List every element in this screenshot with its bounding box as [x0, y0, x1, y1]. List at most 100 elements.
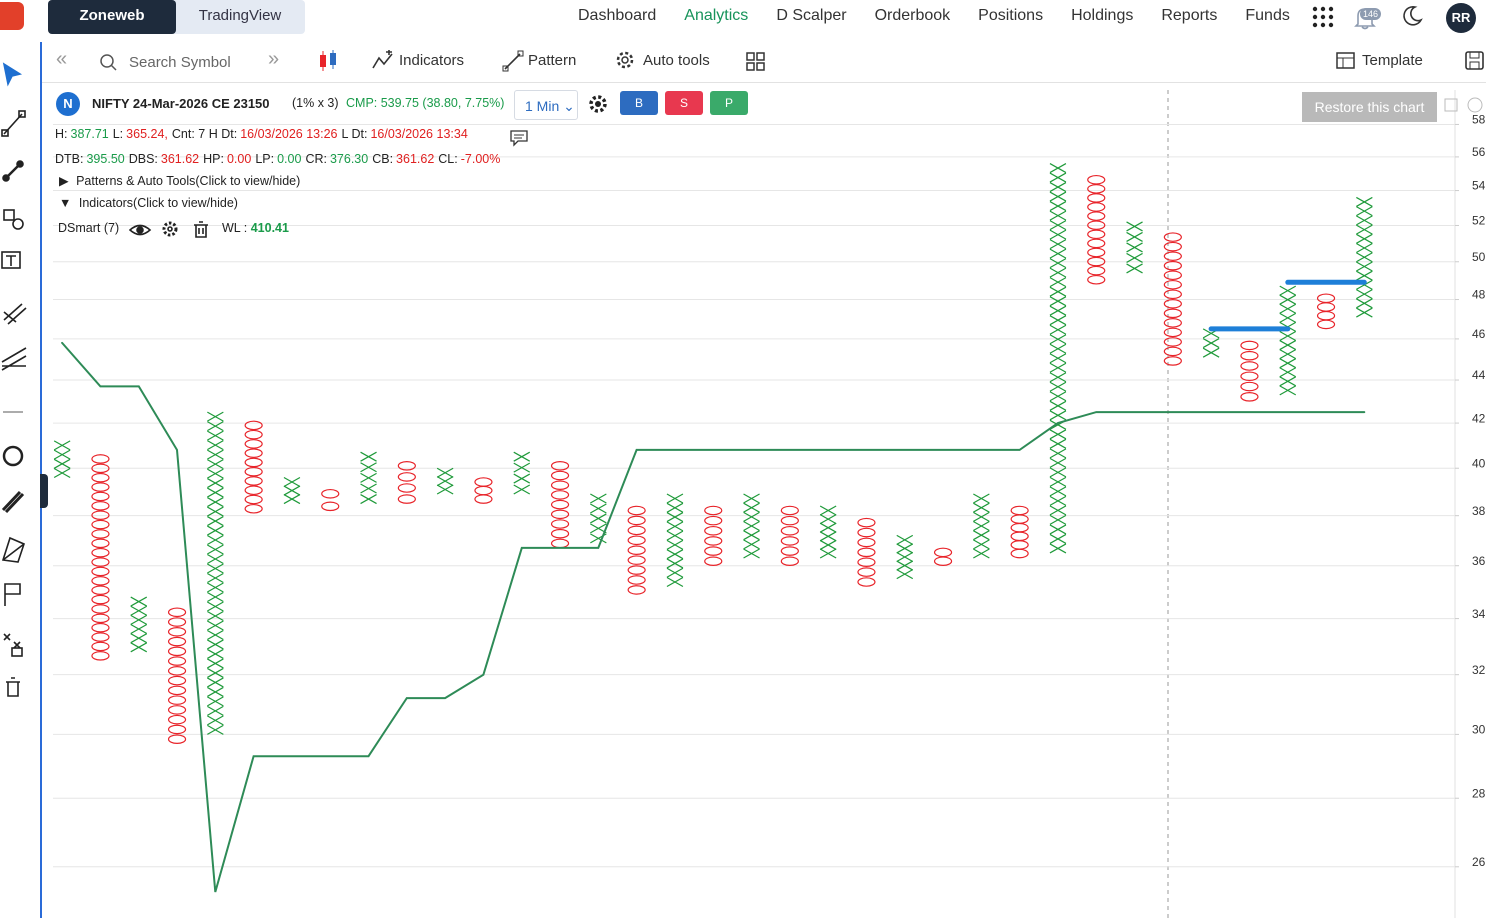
indicators-button[interactable]: Indicators	[399, 52, 465, 69]
o-box	[167, 705, 187, 715]
layout-icon[interactable]	[746, 52, 766, 72]
interval-select[interactable]: 1 Min ⌄	[514, 90, 578, 120]
o-box	[167, 695, 187, 705]
nav-link[interactable]: Holdings	[1071, 7, 1134, 24]
stat-value: 365.24,	[126, 127, 168, 141]
o-box	[167, 617, 187, 627]
projection-tool[interactable]	[1, 536, 25, 563]
o-box	[91, 547, 110, 558]
tab[interactable]: Zoneweb	[48, 0, 176, 34]
shape-tool[interactable]	[3, 209, 15, 221]
nav-link[interactable]: Funds	[1245, 7, 1290, 24]
tab[interactable]: TradingView	[198, 7, 282, 24]
text-tool[interactable]	[1, 251, 21, 269]
o-box	[780, 536, 799, 546]
x-box	[207, 430, 224, 441]
x-box	[53, 440, 71, 451]
indicators-toggle[interactable]: ▼ Indicators(Click to view/hide)	[59, 196, 238, 210]
gear-icon[interactable]	[162, 221, 178, 237]
x-column	[896, 534, 914, 580]
x-box	[207, 553, 224, 565]
o-box	[1087, 247, 1106, 258]
settings-icon[interactable]	[588, 94, 608, 114]
nav-link[interactable]: Positions	[978, 7, 1044, 24]
channel-tool[interactable]	[1, 347, 27, 371]
stat-value: -7.00%	[460, 152, 501, 166]
x-column	[283, 476, 301, 505]
pnf-tool[interactable]	[3, 633, 21, 649]
collapse-icon[interactable]: «	[56, 48, 68, 70]
x-box	[207, 440, 224, 451]
comment-icon[interactable]	[509, 129, 529, 147]
o-box	[704, 525, 723, 536]
symbol-badge: N	[56, 92, 80, 116]
x-column	[53, 440, 71, 479]
buy-button[interactable]: B	[620, 91, 658, 115]
x-box	[130, 624, 148, 635]
x-box	[1049, 343, 1067, 354]
o-box	[91, 641, 110, 652]
x-box	[1356, 224, 1373, 235]
x-box	[1356, 261, 1373, 272]
nav-link[interactable]: Dashboard	[578, 7, 657, 24]
pointer-tool[interactable]	[2, 62, 23, 87]
o-column	[550, 461, 570, 549]
nav-link[interactable]: Orderbook	[874, 7, 951, 24]
trash-icon[interactable]	[194, 221, 208, 238]
template-icon	[1336, 52, 1355, 69]
search-input[interactable]: Search Symbol	[129, 54, 231, 71]
eye-icon[interactable]	[129, 224, 152, 236]
sidebar-toggle[interactable]	[40, 474, 48, 508]
o-box	[91, 529, 110, 539]
fib-tool[interactable]	[3, 303, 27, 325]
x-box	[1049, 381, 1067, 392]
o-box	[1163, 232, 1182, 242]
pattern-button[interactable]: Pattern	[528, 52, 577, 69]
x-box	[743, 539, 760, 550]
nav-link[interactable]: D Scalper	[776, 7, 847, 24]
x-box	[819, 514, 837, 525]
theme-icon[interactable]	[1401, 5, 1423, 27]
nav-link[interactable]: Reports	[1161, 7, 1218, 24]
x-column	[590, 493, 607, 544]
o-box	[91, 566, 110, 577]
y-tick-label: 38	[1472, 504, 1486, 518]
sell-button[interactable]: S	[665, 91, 703, 115]
avatar[interactable]: RR	[1446, 3, 1476, 33]
cycle-tool[interactable]	[2, 445, 24, 467]
patterns-toggle[interactable]: ▶ Patterns & Auto Tools(Click to view/hi…	[59, 174, 301, 188]
x-box	[1049, 305, 1067, 316]
o-column	[857, 517, 876, 587]
x-box	[207, 535, 224, 546]
o-box	[1010, 540, 1029, 550]
nav-link[interactable]: Analytics	[684, 7, 749, 24]
o-box	[91, 491, 110, 502]
flag-tool[interactable]	[4, 583, 21, 606]
o-column	[244, 420, 263, 514]
brush-tool[interactable]	[1, 490, 25, 514]
close-icon[interactable]	[1467, 97, 1483, 113]
stat-label: L Dt:	[341, 127, 368, 141]
auto-tools-button[interactable]: Auto tools	[643, 52, 710, 69]
y-tick-label: 50	[1472, 250, 1486, 264]
chart-type-icon[interactable]	[318, 50, 338, 72]
logo[interactable]	[0, 2, 24, 30]
o-box	[1316, 293, 1336, 304]
o-box	[167, 685, 187, 696]
template-button[interactable]: Template	[1362, 52, 1423, 69]
restore-icon[interactable]	[1444, 98, 1458, 112]
apps-icon[interactable]	[1312, 6, 1336, 30]
x-box	[1049, 505, 1067, 516]
y-tick-label: 42	[1472, 411, 1486, 425]
o-box	[627, 505, 646, 516]
indicator-actions	[129, 221, 208, 238]
expand-icon[interactable]: »	[268, 48, 280, 70]
restore-tooltip[interactable]: Restore this chart	[1302, 92, 1437, 122]
save-icon[interactable]	[1464, 50, 1486, 72]
o-column	[1010, 505, 1029, 559]
position-button[interactable]: P	[710, 91, 748, 115]
x-box	[1049, 353, 1067, 364]
delete-tool[interactable]	[6, 677, 20, 697]
x-box	[1049, 391, 1067, 402]
